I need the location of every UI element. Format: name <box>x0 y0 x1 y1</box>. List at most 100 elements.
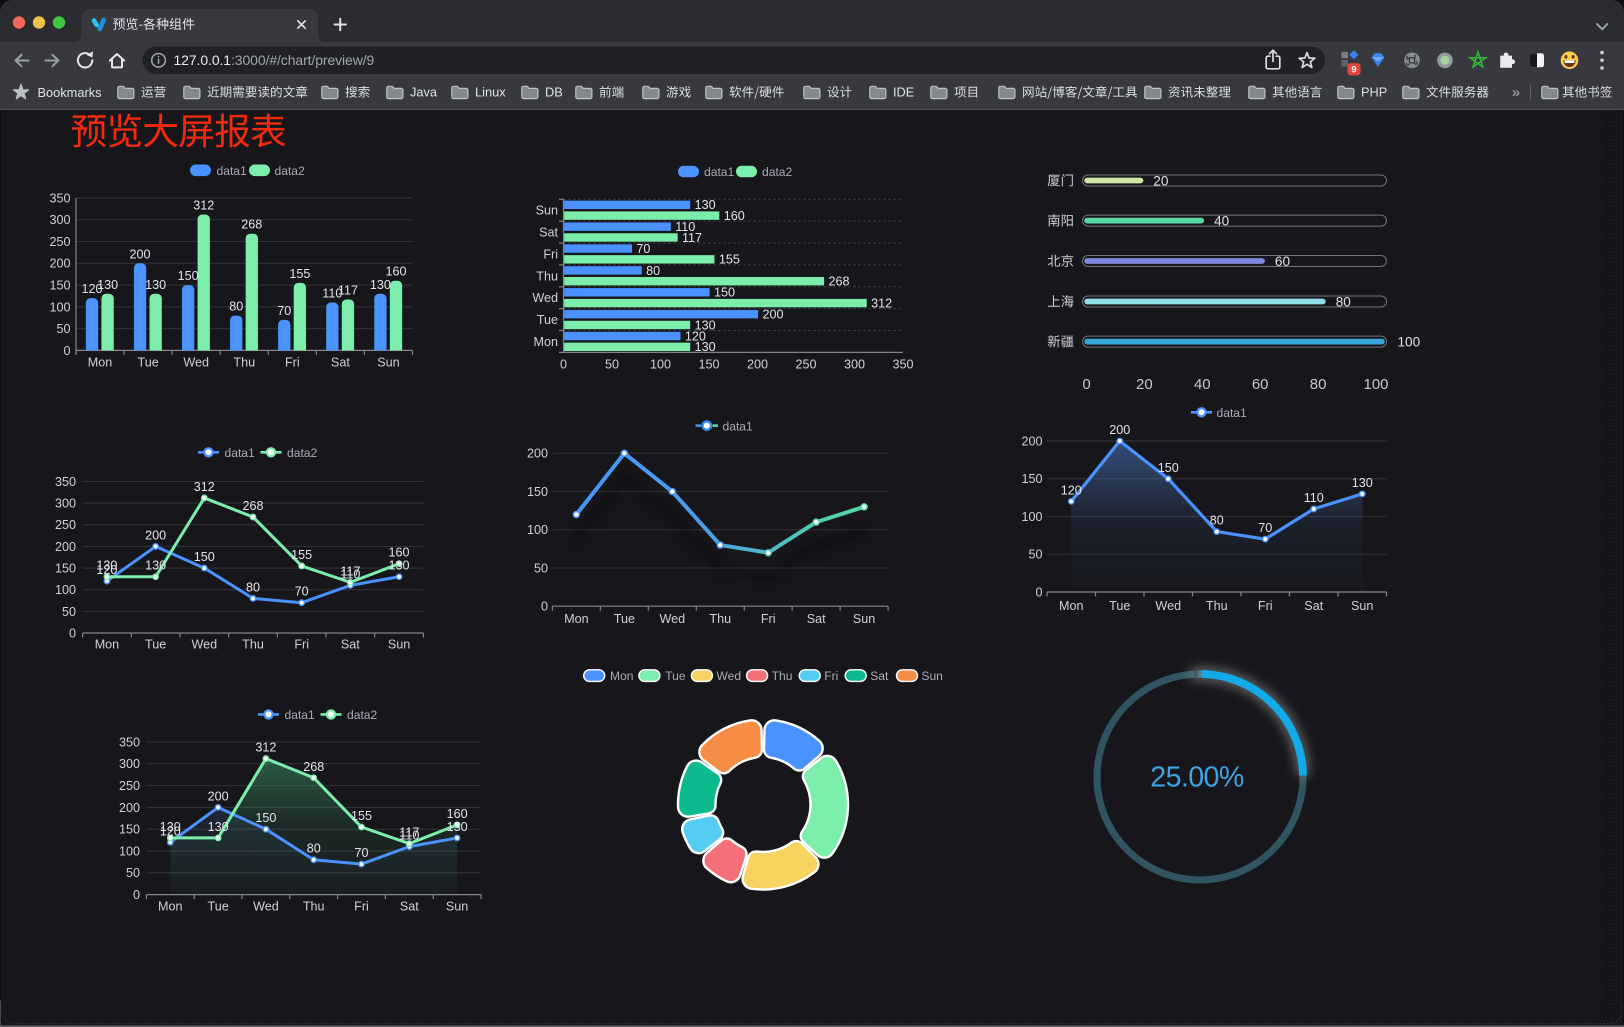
svg-text:300: 300 <box>119 757 140 771</box>
svg-text:Sat: Sat <box>341 638 360 652</box>
svg-text:130: 130 <box>695 318 716 332</box>
svg-text:100: 100 <box>55 583 76 597</box>
svg-text:80: 80 <box>307 842 321 856</box>
svg-text:200: 200 <box>527 447 548 461</box>
svg-text:Wed: Wed <box>716 669 741 683</box>
svg-text:130: 130 <box>208 820 229 834</box>
svg-text:Fri: Fri <box>1258 599 1273 613</box>
svg-text:data1: data1 <box>225 446 256 460</box>
svg-text:300: 300 <box>49 213 70 227</box>
svg-text:data1: data1 <box>723 420 754 434</box>
svg-text:Thu: Thu <box>772 669 793 683</box>
svg-text:268: 268 <box>242 499 263 513</box>
svg-text:80: 80 <box>1336 294 1352 309</box>
svg-text:312: 312 <box>255 741 276 755</box>
svg-text:PHP: PHP <box>1361 85 1387 100</box>
svg-text:70: 70 <box>1258 521 1272 535</box>
svg-text:Wed: Wed <box>253 900 279 914</box>
svg-text:data2: data2 <box>287 446 318 460</box>
svg-text:Mon: Mon <box>88 356 113 370</box>
svg-text:40: 40 <box>1214 213 1230 228</box>
svg-text:50: 50 <box>605 358 619 372</box>
svg-text:Sun: Sun <box>446 900 468 914</box>
svg-text:130: 130 <box>145 278 166 292</box>
svg-text:Tue: Tue <box>1109 599 1130 613</box>
svg-text:Wed: Wed <box>183 356 209 370</box>
svg-text:130: 130 <box>695 340 716 354</box>
svg-text:50: 50 <box>534 561 548 575</box>
svg-text:0: 0 <box>1082 376 1090 393</box>
svg-text:200: 200 <box>55 540 76 554</box>
svg-text:350: 350 <box>119 735 140 749</box>
svg-text:Thu: Thu <box>536 269 558 283</box>
svg-text:Fri: Fri <box>354 900 369 914</box>
svg-text:250: 250 <box>55 518 76 532</box>
svg-text:Mon: Mon <box>610 669 634 683</box>
svg-text:DB: DB <box>545 85 563 100</box>
svg-text:Sun: Sun <box>853 612 875 626</box>
svg-text:Sun: Sun <box>921 669 943 683</box>
svg-text:100: 100 <box>1363 376 1388 393</box>
svg-text:70: 70 <box>636 242 650 256</box>
svg-text:312: 312 <box>871 296 892 310</box>
svg-text:70: 70 <box>295 585 309 599</box>
svg-text:Fri: Fri <box>294 638 309 652</box>
svg-text:Wed: Wed <box>659 612 685 626</box>
svg-text:100: 100 <box>1021 510 1042 524</box>
svg-text:Wed: Wed <box>1155 599 1181 613</box>
svg-text:data1: data1 <box>285 708 316 722</box>
svg-text:150: 150 <box>55 561 76 575</box>
svg-text:Sun: Sun <box>377 356 399 370</box>
svg-text:130: 130 <box>389 559 410 573</box>
svg-text:Tue: Tue <box>145 638 166 652</box>
svg-text:117: 117 <box>682 231 702 245</box>
svg-text:117: 117 <box>338 283 358 297</box>
svg-text:300: 300 <box>844 358 865 372</box>
svg-text:120: 120 <box>96 563 117 577</box>
svg-text:data2: data2 <box>275 164 306 178</box>
svg-text:160: 160 <box>447 807 468 821</box>
svg-text:Wed: Wed <box>191 638 217 652</box>
svg-text:70: 70 <box>354 846 368 860</box>
svg-text:100: 100 <box>1398 334 1421 349</box>
svg-text:80: 80 <box>646 264 660 278</box>
svg-text:150: 150 <box>527 485 548 499</box>
svg-text:Mon: Mon <box>534 335 559 349</box>
svg-text:250: 250 <box>119 779 140 793</box>
svg-text:Thu: Thu <box>233 356 255 370</box>
svg-text:Fri: Fri <box>824 669 838 683</box>
svg-text:Thu: Thu <box>1206 599 1228 613</box>
svg-text:200: 200 <box>1109 423 1130 437</box>
svg-text:Sun: Sun <box>388 638 410 652</box>
svg-text:Fri: Fri <box>761 612 776 626</box>
svg-text:150: 150 <box>714 286 735 300</box>
svg-text:120: 120 <box>81 282 102 296</box>
svg-text:150: 150 <box>1158 461 1179 475</box>
svg-text:25.00%: 25.00% <box>1150 762 1244 794</box>
svg-text:155: 155 <box>351 809 372 823</box>
svg-text:130: 130 <box>447 820 468 834</box>
svg-text:0: 0 <box>560 358 567 372</box>
svg-text:20: 20 <box>1136 376 1153 393</box>
svg-text:268: 268 <box>303 760 324 774</box>
svg-text:0: 0 <box>541 600 548 614</box>
svg-text:250: 250 <box>795 358 816 372</box>
svg-text:Fri: Fri <box>543 247 558 261</box>
svg-text:150: 150 <box>49 278 70 292</box>
svg-text:200: 200 <box>1021 434 1042 448</box>
svg-text:150: 150 <box>698 358 719 372</box>
svg-text:50: 50 <box>56 322 70 336</box>
svg-text:130: 130 <box>160 820 181 834</box>
svg-text:120: 120 <box>685 329 706 343</box>
svg-text:Sat: Sat <box>807 612 826 626</box>
svg-text:117: 117 <box>399 826 419 840</box>
svg-text:Sat: Sat <box>1304 599 1323 613</box>
svg-text:130: 130 <box>145 559 166 573</box>
svg-text:Thu: Thu <box>303 900 325 914</box>
svg-text:200: 200 <box>119 801 140 815</box>
svg-text:Sat: Sat <box>400 900 419 914</box>
svg-text:80: 80 <box>229 300 243 314</box>
svg-text:0: 0 <box>63 344 70 358</box>
svg-text:Mon: Mon <box>95 638 120 652</box>
svg-text:150: 150 <box>119 823 140 837</box>
